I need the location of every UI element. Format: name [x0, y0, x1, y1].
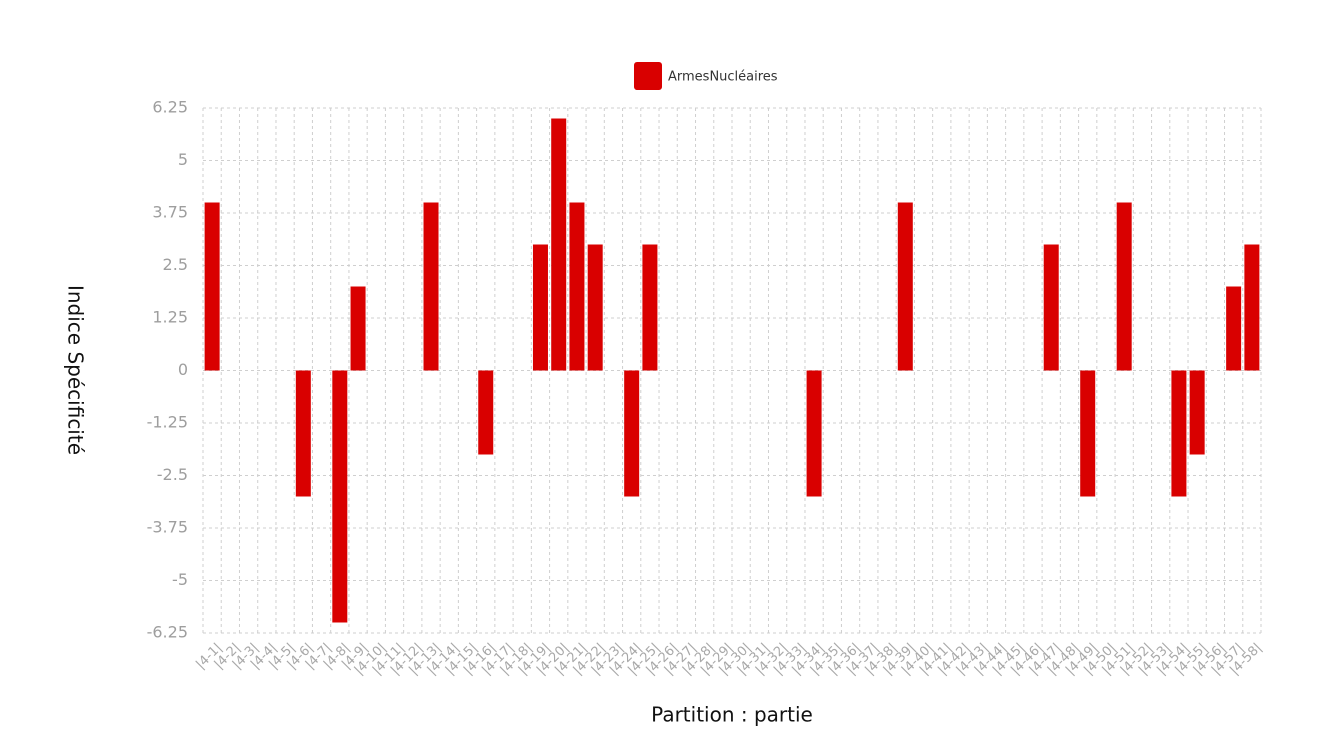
y-axis-ticks: 6.25 5 3.75 2.5 1.25 0 -1.25 -2.5 -3.75 -5 -6.25 — [147, 98, 188, 642]
y-tick-label: 2.5 — [163, 255, 188, 274]
bar[interactable] — [806, 370, 822, 497]
bar[interactable] — [204, 202, 220, 371]
y-tick-label: -3.75 — [147, 518, 188, 537]
bar[interactable] — [423, 202, 439, 371]
bar[interactable] — [532, 244, 548, 371]
x-axis-title: Partition : partie — [651, 703, 813, 727]
y-tick-label: -2.5 — [157, 465, 188, 484]
bar[interactable] — [897, 202, 913, 371]
bar[interactable] — [1080, 370, 1096, 497]
bar[interactable] — [1189, 370, 1205, 455]
bar[interactable] — [569, 202, 585, 371]
y-tick-label: 0 — [178, 360, 188, 379]
bar[interactable] — [624, 370, 640, 497]
bar[interactable] — [295, 370, 311, 497]
bar[interactable] — [1043, 244, 1059, 371]
y-axis-title: Indice Spécificité — [64, 285, 88, 455]
bar[interactable] — [350, 286, 366, 371]
y-tick-label: 1.25 — [152, 308, 188, 327]
bar[interactable] — [1226, 286, 1242, 371]
y-tick-label: -6.25 — [147, 623, 188, 642]
bar[interactable] — [587, 244, 603, 371]
grid — [202, 107, 1262, 634]
bar[interactable] — [1116, 202, 1132, 371]
bar[interactable] — [332, 370, 348, 623]
bar[interactable] — [551, 118, 567, 371]
y-tick-label: 6.25 — [152, 98, 188, 117]
legend[interactable]: ArmesNucléaires — [634, 62, 778, 90]
y-tick-label: -5 — [172, 570, 188, 589]
bar[interactable] — [1244, 244, 1260, 371]
y-tick-label: 3.75 — [152, 203, 188, 222]
legend-label[interactable]: ArmesNucléaires — [668, 70, 778, 85]
y-tick-label: 5 — [178, 150, 188, 169]
legend-swatch[interactable] — [634, 62, 662, 90]
bars — [204, 118, 1260, 623]
bar[interactable] — [1171, 370, 1187, 497]
bar[interactable] — [478, 370, 494, 455]
x-axis-ticks: |4-1||4-2||4-3||4-4||4-5||4-6||4-7||4-8|… — [193, 640, 1265, 678]
bar[interactable] — [642, 244, 658, 371]
y-tick-label: -1.25 — [147, 413, 188, 432]
